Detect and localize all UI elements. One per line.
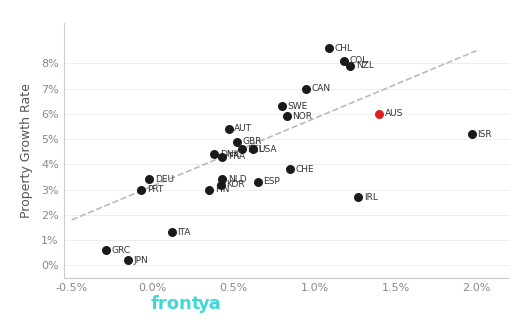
Point (375, 111, 384, 116)
Point (145, 177, 154, 182)
Text: PRT: PRT (147, 185, 163, 194)
Y-axis label: Property Growth Rate: Property Growth Rate (20, 83, 33, 218)
Point (205, 187, 214, 192)
Text: GRC: GRC (111, 246, 130, 255)
Text: CHE: CHE (296, 165, 314, 174)
Point (233, 139, 241, 144)
Text: KOR: KOR (226, 180, 245, 189)
Text: BEL: BEL (247, 145, 264, 154)
Point (218, 177, 226, 182)
Point (339, 58, 348, 63)
Text: ITA: ITA (178, 228, 191, 237)
Point (286, 167, 295, 172)
Text: JPN: JPN (134, 256, 148, 265)
Text: USA: USA (259, 145, 277, 154)
Text: AUT: AUT (234, 125, 252, 133)
Text: FIN: FIN (215, 185, 229, 194)
Point (283, 114, 292, 119)
Point (210, 152, 218, 157)
Text: DEU: DEU (155, 175, 174, 184)
Point (467, 131, 476, 137)
Text: NLD: NLD (228, 175, 246, 184)
Text: ISR: ISR (477, 129, 492, 139)
Point (278, 104, 286, 109)
Text: NZL: NZL (356, 61, 374, 70)
Point (168, 230, 176, 235)
Point (218, 154, 226, 159)
Point (249, 146, 257, 152)
Point (216, 182, 225, 187)
Point (354, 195, 363, 200)
Text: ESP: ESP (263, 178, 280, 186)
Text: DNK: DNK (220, 150, 239, 159)
Text: front: front (151, 295, 201, 313)
Text: COL: COL (349, 56, 367, 65)
Point (101, 248, 110, 253)
Text: CHL: CHL (334, 43, 352, 53)
Point (124, 258, 132, 263)
Text: GBR: GBR (242, 137, 262, 146)
Point (346, 63, 355, 68)
Point (254, 180, 262, 185)
Point (302, 86, 311, 91)
Text: NOR: NOR (293, 112, 313, 121)
Point (237, 146, 246, 152)
Text: Insights: Insights (233, 295, 304, 313)
Point (137, 187, 146, 192)
Point (225, 126, 233, 131)
Text: SWE: SWE (288, 102, 308, 111)
Point (325, 45, 333, 51)
Text: IRL: IRL (364, 193, 378, 202)
Text: CAN: CAN (312, 84, 331, 93)
Text: AUS: AUS (385, 109, 403, 118)
Text: FRA: FRA (228, 152, 245, 161)
Text: ya: ya (198, 295, 221, 313)
